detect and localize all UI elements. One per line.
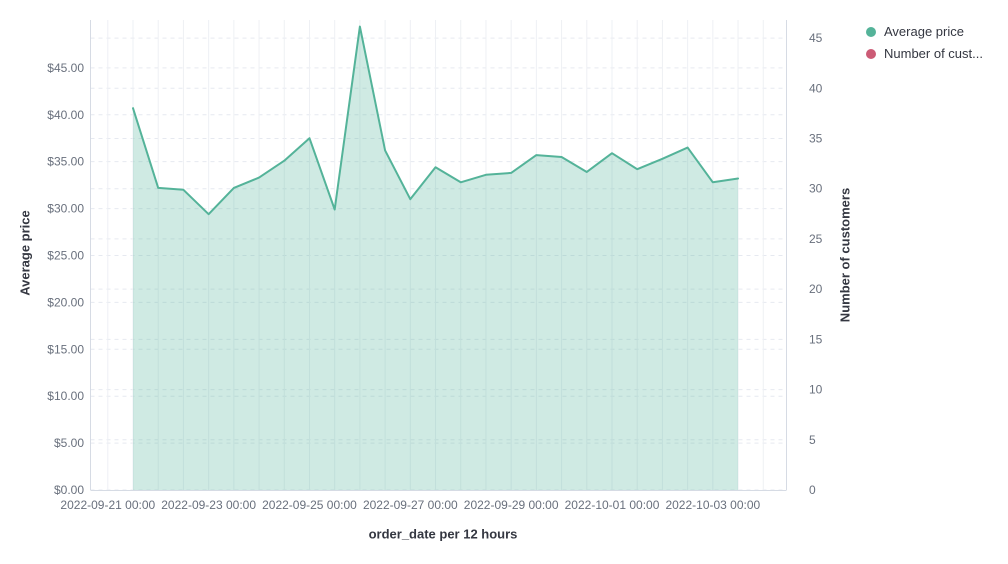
number-of-customers-dot-icon (866, 48, 876, 59)
average-price-area (133, 26, 739, 491)
left-tick-label: $15.00 (47, 342, 84, 356)
legend-item-number-of-customers[interactable]: Number of cust... (866, 46, 983, 61)
average-price-dot-icon (866, 26, 876, 37)
legend-label: Average price (884, 24, 964, 39)
left-tick-label: $40.00 (47, 108, 84, 122)
right-tick-label: 35 (809, 132, 823, 146)
left-tick-label: $25.00 (47, 248, 84, 262)
right-tick-label: 10 (809, 383, 823, 397)
x-tick-label: 2022-09-27 00:00 (363, 498, 458, 512)
left-tick-label: $5.00 (54, 436, 84, 450)
left-tick-label: $30.00 (47, 202, 84, 216)
right-tick-label: 40 (809, 81, 823, 95)
legend-item-average-price[interactable]: Average price (866, 24, 983, 39)
right-tick-label: 45 (809, 31, 823, 45)
chart-legend: Average price Number of cust... (866, 24, 983, 61)
left-tick-label: $45.00 (47, 61, 84, 75)
right-tick-label: 25 (809, 232, 823, 246)
average-price-line (132, 25, 740, 216)
right-axis-title: Number of customers (837, 187, 853, 323)
left-axis-title: Average price (17, 210, 33, 296)
x-tick-label: 2022-09-21 00:00 (60, 498, 155, 512)
x-tick-label: 2022-09-23 00:00 (161, 498, 256, 512)
left-tick-label: $20.00 (47, 295, 84, 309)
legend-label: Number of cust... (884, 46, 983, 61)
x-tick-label: 2022-10-01 00:00 (565, 498, 660, 512)
left-tick-label: $35.00 (47, 155, 84, 169)
x-axis-title: order_date per 12 hours (368, 526, 518, 542)
right-tick-label: 0 (809, 483, 816, 497)
left-tick-label: $0.00 (54, 483, 84, 497)
x-tick-label: 2022-10-03 00:00 (665, 498, 760, 512)
right-tick-label: 20 (809, 282, 823, 296)
x-tick-label: 2022-09-25 00:00 (262, 498, 357, 512)
right-tick-label: 30 (809, 182, 823, 196)
left-tick-label: $10.00 (47, 389, 84, 403)
right-tick-label: 5 (809, 433, 816, 447)
x-tick-label: 2022-09-29 00:00 (464, 498, 559, 512)
right-tick-label: 15 (809, 332, 823, 346)
